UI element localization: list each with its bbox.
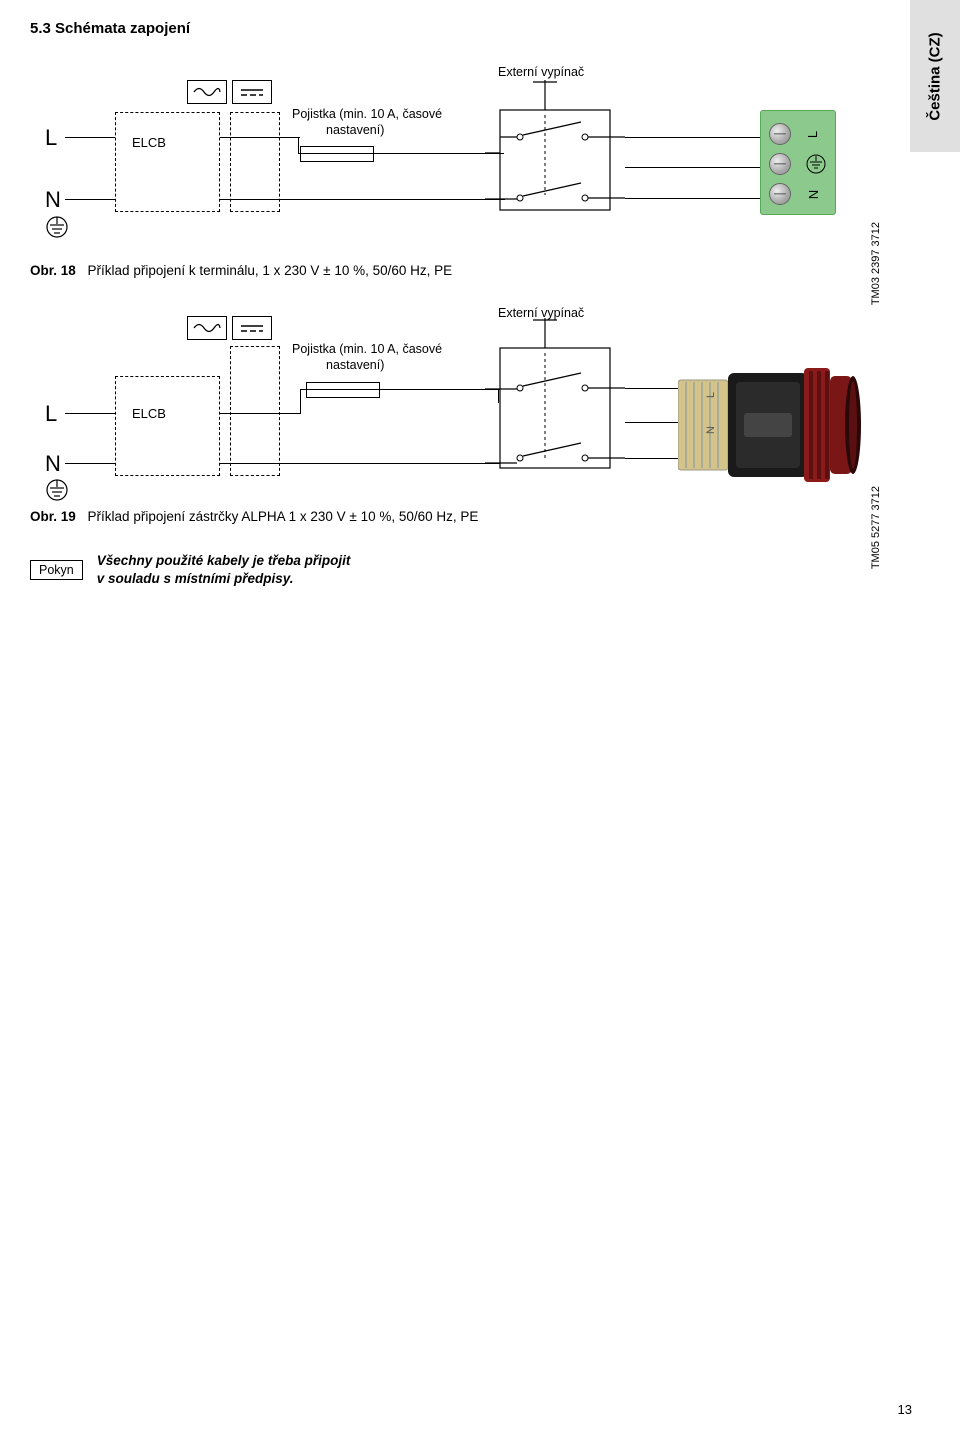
- caption-2-text: Příklad připojení zástrčky ALPHA 1 x 230…: [88, 509, 479, 524]
- language-tab-label: Čeština (CZ): [927, 32, 944, 120]
- label-N-2: N: [45, 451, 61, 477]
- page-number: 13: [898, 1402, 912, 1417]
- svg-text:N: N: [705, 426, 717, 434]
- elcb-aux-box: [230, 112, 280, 212]
- terminal-screw-PE: [769, 153, 791, 175]
- caption-2-num: Obr. 19: [30, 509, 76, 524]
- elcb-box-2: [115, 376, 220, 476]
- note-line2: v souladu s místními předpisy.: [97, 571, 294, 586]
- fuse-label2-line1: Pojistka (min. 10 A, časové: [292, 342, 442, 356]
- note-line1: Všechny použité kabely je třeba připojit: [97, 553, 351, 568]
- dc-icon-2: [232, 316, 272, 340]
- svg-text:L: L: [705, 392, 717, 398]
- elcb-aux-box-2: [230, 346, 280, 476]
- ac-icon-2: [187, 316, 227, 340]
- language-tab: Čeština (CZ): [910, 0, 960, 152]
- external-switch-icon-2: [485, 318, 625, 473]
- terminal-ground-icon: [805, 153, 827, 175]
- note-row: Pokyn Všechny použité kabely je třeba př…: [30, 552, 930, 588]
- elcb-label: ELCB: [132, 135, 166, 150]
- tm-code-2: TM05 5277 3712: [870, 486, 882, 569]
- section-heading: 5.3 Schémata zapojení: [30, 20, 930, 37]
- ground-icon: [45, 215, 69, 245]
- note-text: Všechny použité kabely je třeba připojit…: [97, 552, 351, 588]
- fuse-label: Pojistka (min. 10 A, časové nastavení): [292, 107, 472, 138]
- wiring-diagram-2: L N ELCB Pojistka (min. 10 A,: [30, 306, 850, 501]
- caption-1: Obr. 18 Příklad připojení k terminálu, 1…: [30, 263, 930, 278]
- fuse-label-line1: Pojistka (min. 10 A, časové: [292, 107, 442, 121]
- wiring-diagram-1: L N ELCB Pojistka (min. 1: [30, 55, 850, 255]
- dc-icon: [232, 80, 272, 104]
- terminal-screw-L: [769, 123, 791, 145]
- fuse-label-line2: nastavení): [292, 123, 384, 137]
- external-switch-icon: [485, 80, 625, 215]
- caption-1-num: Obr. 18: [30, 263, 76, 278]
- terminal-label-N: N: [806, 190, 821, 199]
- tm-code-1: TM03 2397 3712: [870, 222, 882, 305]
- elcb-label-2: ELCB: [132, 406, 166, 421]
- label-N: N: [45, 187, 61, 213]
- label-L-2: L: [45, 401, 57, 427]
- fuse-label-2: Pojistka (min. 10 A, časové nastavení): [292, 342, 472, 373]
- fuse-label2-line2: nastavení): [292, 358, 384, 372]
- note-box-label: Pokyn: [30, 560, 83, 580]
- terminal-label-L: L: [805, 131, 820, 138]
- terminal-block: L N: [760, 110, 836, 215]
- ac-icon: [187, 80, 227, 104]
- elcb-box: [115, 112, 220, 212]
- ground-icon-2: [45, 478, 69, 508]
- caption-2: Obr. 19 Příklad připojení zástrčky ALPHA…: [30, 509, 930, 524]
- terminal-screw-N: [769, 183, 791, 205]
- alpha-connector: L N: [678, 368, 863, 483]
- label-L: L: [45, 125, 57, 151]
- switch-label: Externí vypínač: [498, 65, 584, 79]
- caption-1-text: Příklad připojení k terminálu, 1 x 230 V…: [88, 263, 453, 278]
- page: Čeština (CZ) 5.3 Schémata zapojení L N E…: [0, 0, 960, 1435]
